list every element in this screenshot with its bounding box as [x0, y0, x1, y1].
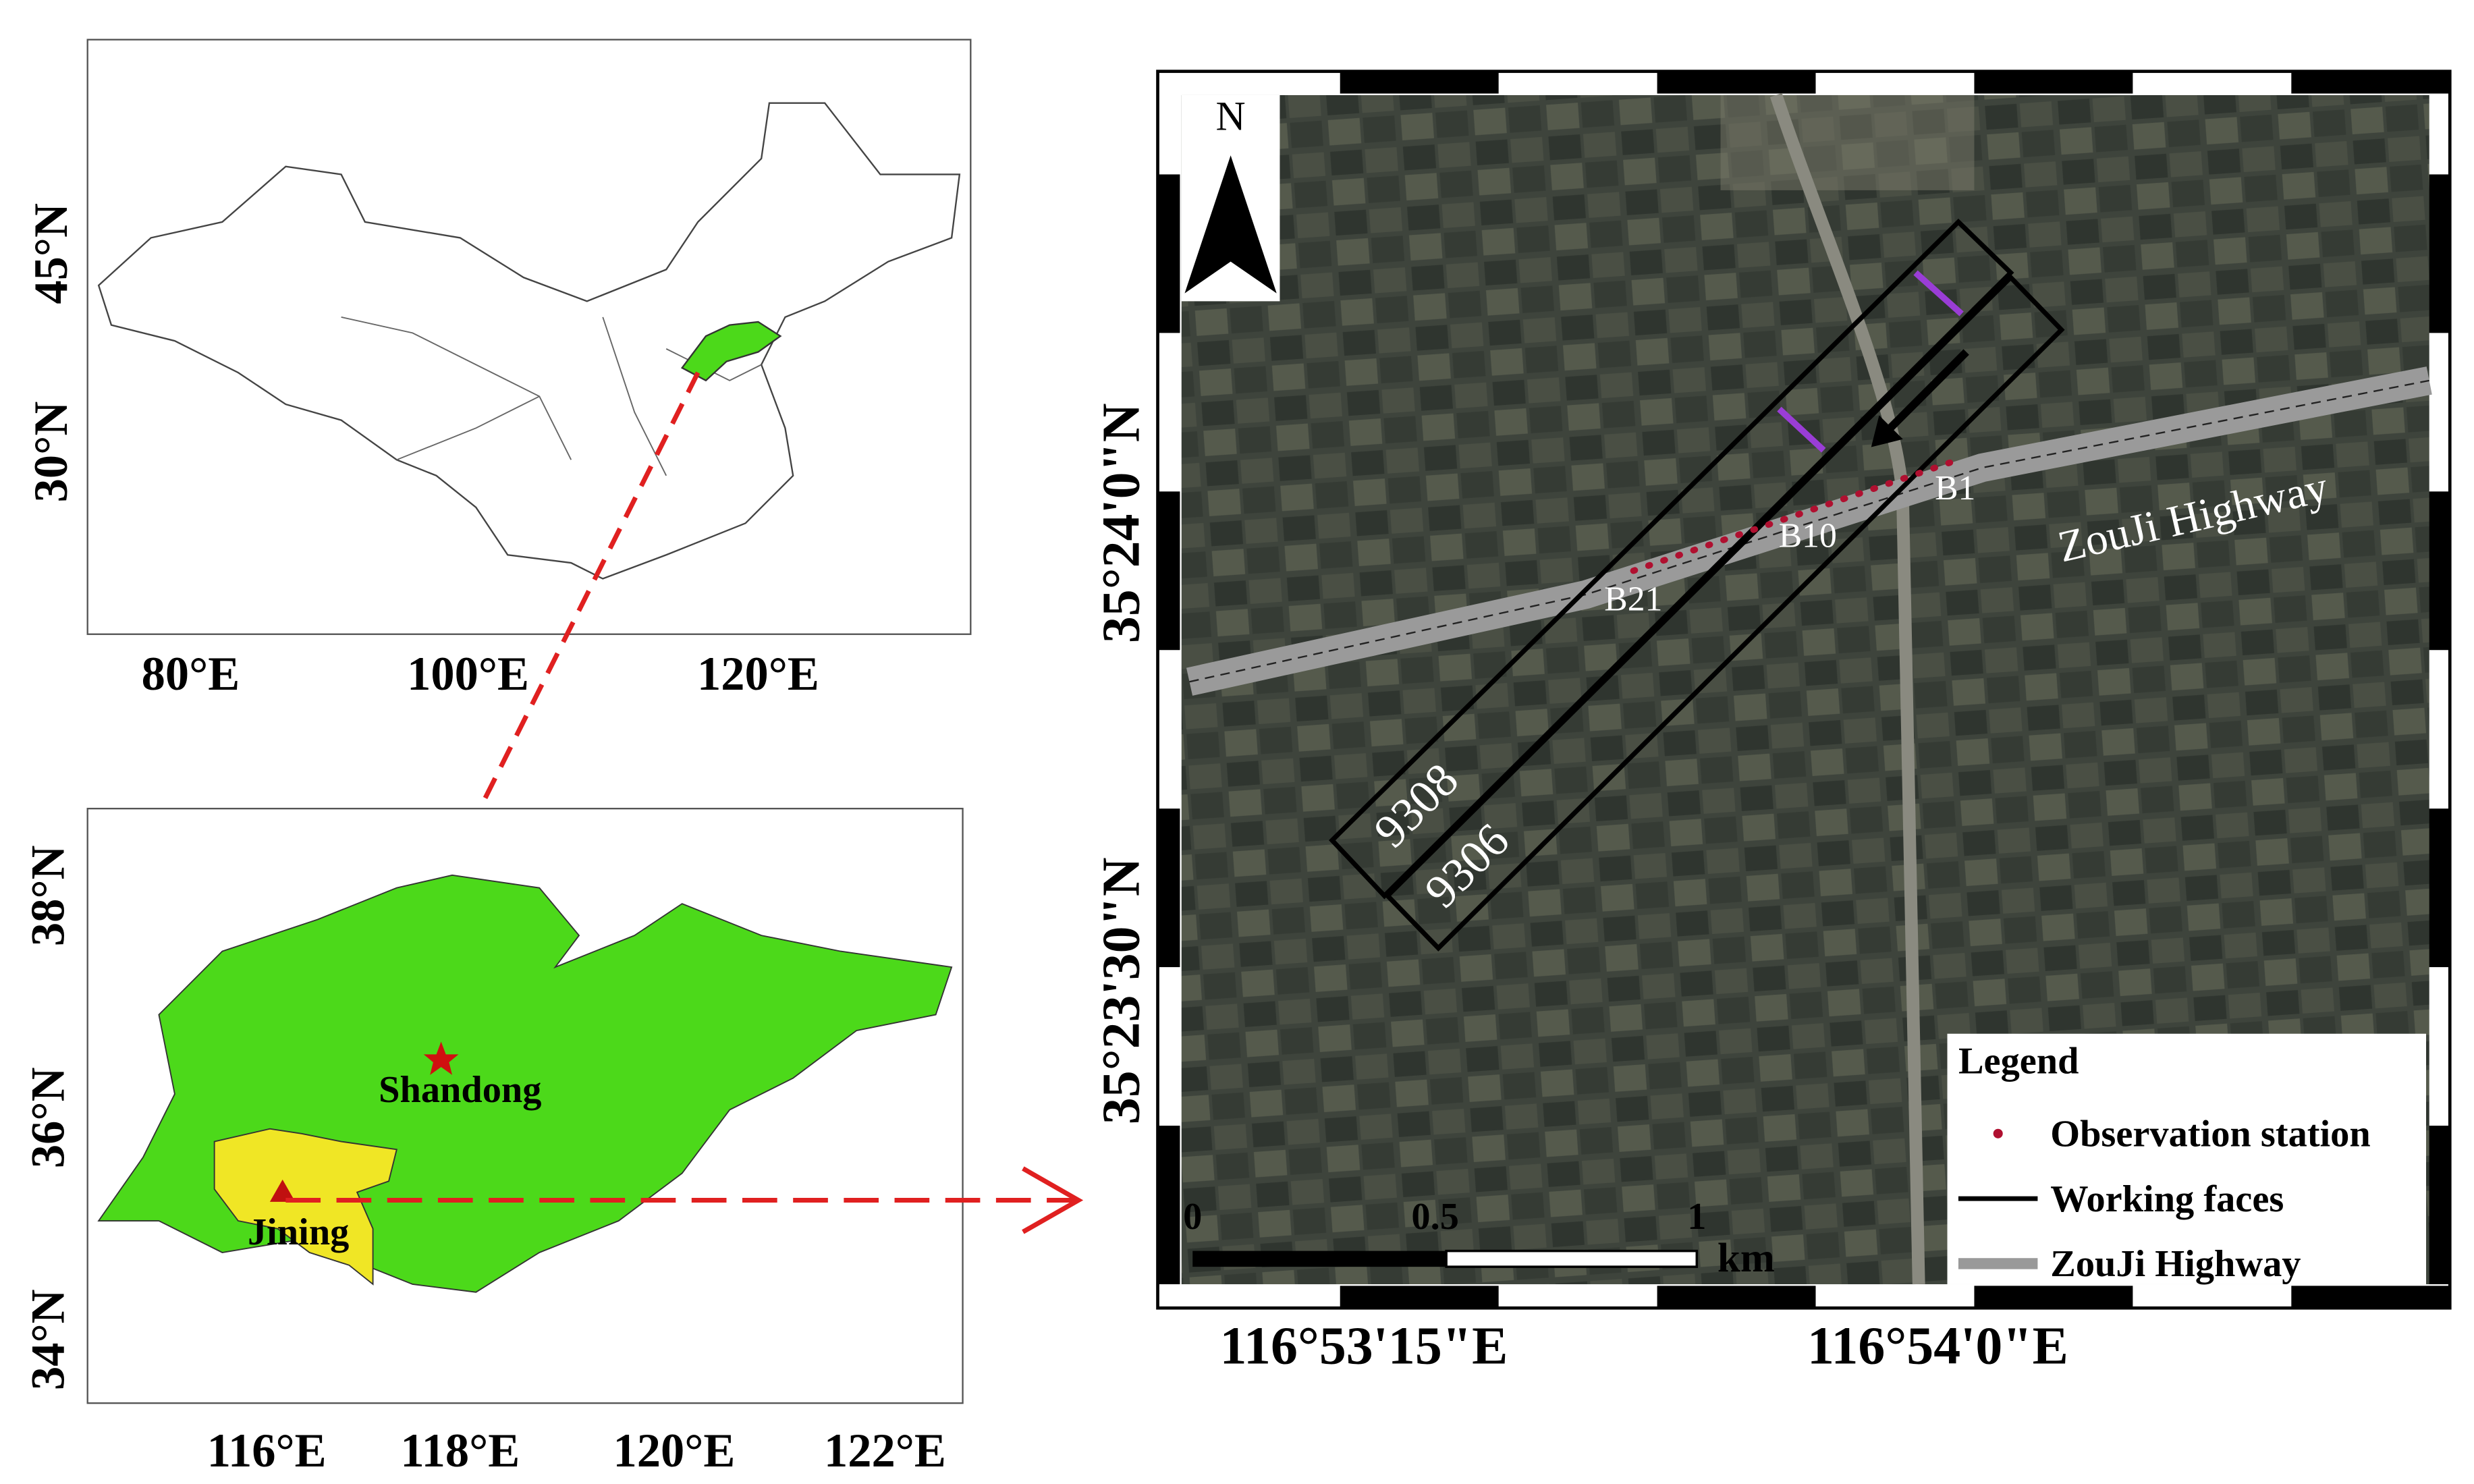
capital-star [423, 1041, 459, 1075]
x-label: 120°E [697, 648, 819, 700]
y-label: 34°N [22, 1289, 74, 1390]
x-label: 120°E [613, 1425, 736, 1477]
north-arrow [1184, 155, 1277, 294]
legend-title: Legend [1958, 1041, 2079, 1082]
jining-shape [213, 1128, 398, 1286]
north-label: N [1216, 94, 1246, 140]
x-label: 118°E [400, 1425, 520, 1477]
x-label: 100°E [407, 648, 529, 700]
village [1720, 94, 1975, 190]
y-label: 45°N [25, 203, 78, 304]
x-label: 122°E [824, 1425, 946, 1477]
legend-box [1947, 1033, 2427, 1284]
y-label: 35°24'0"N [1091, 403, 1151, 643]
china-outline [97, 102, 961, 580]
legend-item: Observation station [2050, 1114, 2371, 1155]
legend-item: Working faces [2050, 1178, 2284, 1220]
y-label: 38°N [22, 846, 74, 947]
china-map: 80°E 100°E 120°E 45°N 30°N [25, 38, 972, 700]
working-face [1384, 274, 2065, 952]
shandong-map: Shandong Jining 116°E 118°E 120°E 122°E … [22, 807, 964, 1477]
jining-marker [269, 1179, 296, 1202]
y-label: 36°N [22, 1068, 74, 1169]
place-label: Jining [248, 1211, 349, 1253]
study-area-map: B1 B10 B21 ZouJi Highway 9308 9306 N Leg… [1091, 70, 2452, 1375]
station-label: B21 [1604, 580, 1662, 619]
observation-stations [1630, 456, 1962, 574]
profile-line [1913, 270, 1964, 317]
scale-unit: km [1717, 1236, 1775, 1281]
station-label: B10 [1779, 517, 1837, 555]
scale-tick: 0 [1183, 1196, 1202, 1238]
mining-direction-head [1871, 415, 1903, 447]
y-label: 35°23'30"N [1091, 857, 1151, 1124]
x-label: 80°E [142, 648, 240, 700]
arrow-head [1022, 1166, 1084, 1234]
highway-centerline [1189, 379, 2429, 683]
station-label: B1 [1935, 469, 1975, 507]
y-label: 30°N [25, 402, 78, 503]
road [1769, 92, 1925, 1285]
scale-tick: 0.5 [1411, 1196, 1458, 1238]
frame-ticks [1157, 71, 2450, 1309]
working-face [1329, 218, 2014, 900]
x-label: 116°53'15"E [1220, 1316, 1508, 1375]
x-label: 116°54'0"E [1807, 1316, 2068, 1375]
scale-bar [1445, 1249, 1699, 1268]
legend-item: ZouJi Highway [2050, 1243, 2301, 1285]
legend-symbol [1993, 1128, 2003, 1138]
mining-direction [1884, 349, 1969, 435]
place-label: Shandong [379, 1069, 541, 1111]
shandong-highlight [680, 321, 782, 382]
scale-tick: 1 [1687, 1196, 1706, 1238]
profile-line [1777, 406, 1826, 453]
x-label: 116°E [207, 1425, 327, 1477]
arrow [449, 371, 700, 865]
scale-bar [1192, 1251, 1447, 1267]
province-borders [341, 316, 762, 476]
